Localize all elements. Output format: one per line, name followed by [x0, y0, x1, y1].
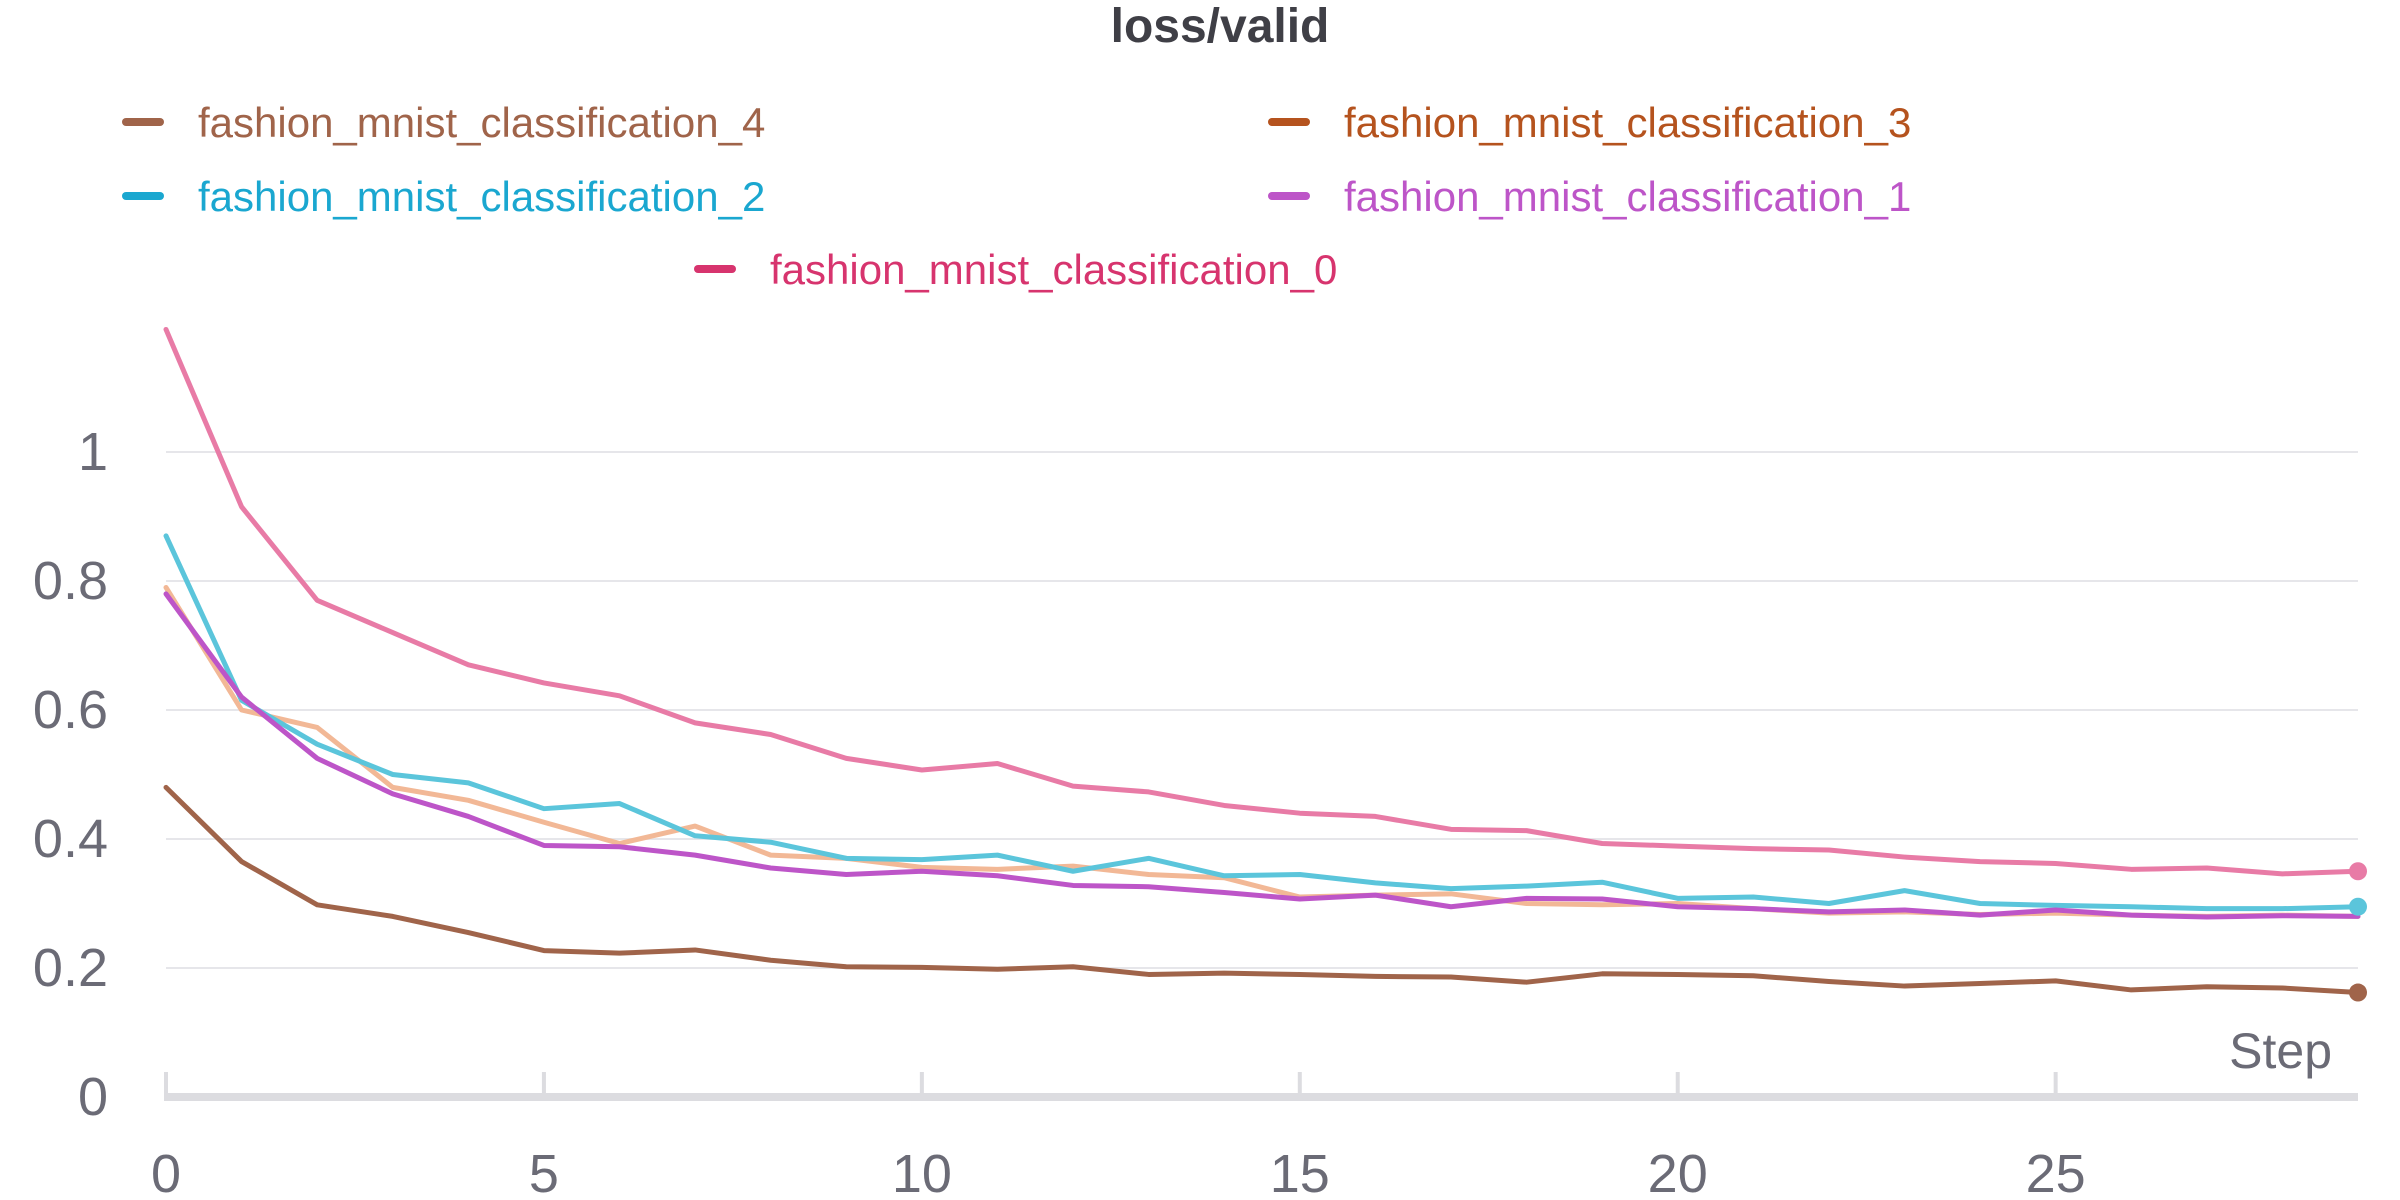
legend-label: fashion_mnist_classification_4	[198, 99, 765, 146]
y-tick-label: 1	[78, 422, 108, 482]
chart-title: loss/valid	[1111, 0, 1330, 53]
legend-item[interactable]: fashion_mnist_classification_0	[694, 246, 1337, 293]
legend-label: fashion_mnist_classification_3	[1344, 99, 1911, 146]
x-tick-label: 5	[529, 1144, 559, 1200]
x-tick-label: 0	[151, 1144, 181, 1200]
x-axis: 0 5 10 15 20 25	[151, 1072, 2358, 1200]
legend-item[interactable]: fashion_mnist_classification_2	[122, 173, 765, 220]
legend-label: fashion_mnist_classification_0	[770, 246, 1337, 293]
x-tick-label: 25	[2026, 1144, 2086, 1200]
y-tick-label: 0.2	[33, 938, 108, 998]
y-tick-label: 0.6	[33, 680, 108, 740]
series-end-marker	[2349, 897, 2367, 916]
series-lines	[163, 326, 2361, 996]
series-line-3	[163, 591, 2361, 920]
series-line-0	[163, 784, 2361, 996]
x-tick-label: 10	[892, 1144, 952, 1200]
series-line-2	[163, 533, 2361, 912]
series-end-marker	[2349, 983, 2367, 1002]
y-tick-label: 0.4	[33, 809, 108, 869]
legend-label: fashion_mnist_classification_1	[1344, 173, 1911, 220]
legend-label: fashion_mnist_classification_2	[198, 173, 765, 220]
series-line-1	[163, 584, 2361, 919]
legend-item[interactable]: fashion_mnist_classification_3	[1268, 99, 1911, 146]
series-line-4	[163, 326, 2361, 877]
gridlines: 0 0.2 0.4 0.6 0.8 1	[33, 422, 2358, 1127]
x-tick-label: 20	[1648, 1144, 1708, 1200]
series-end-marker	[2349, 862, 2367, 881]
y-tick-label: 0	[78, 1067, 108, 1127]
legend-item[interactable]: fashion_mnist_classification_1	[1268, 173, 1911, 220]
x-tick-label: 15	[1270, 1144, 1330, 1200]
x-axis-title: Step	[2229, 1023, 2332, 1079]
legend: fashion_mnist_classification_4 fashion_mn…	[122, 99, 1911, 293]
legend-item[interactable]: fashion_mnist_classification_4	[122, 99, 765, 146]
y-tick-label: 0.8	[33, 551, 108, 611]
end-markers	[2349, 862, 2367, 1002]
